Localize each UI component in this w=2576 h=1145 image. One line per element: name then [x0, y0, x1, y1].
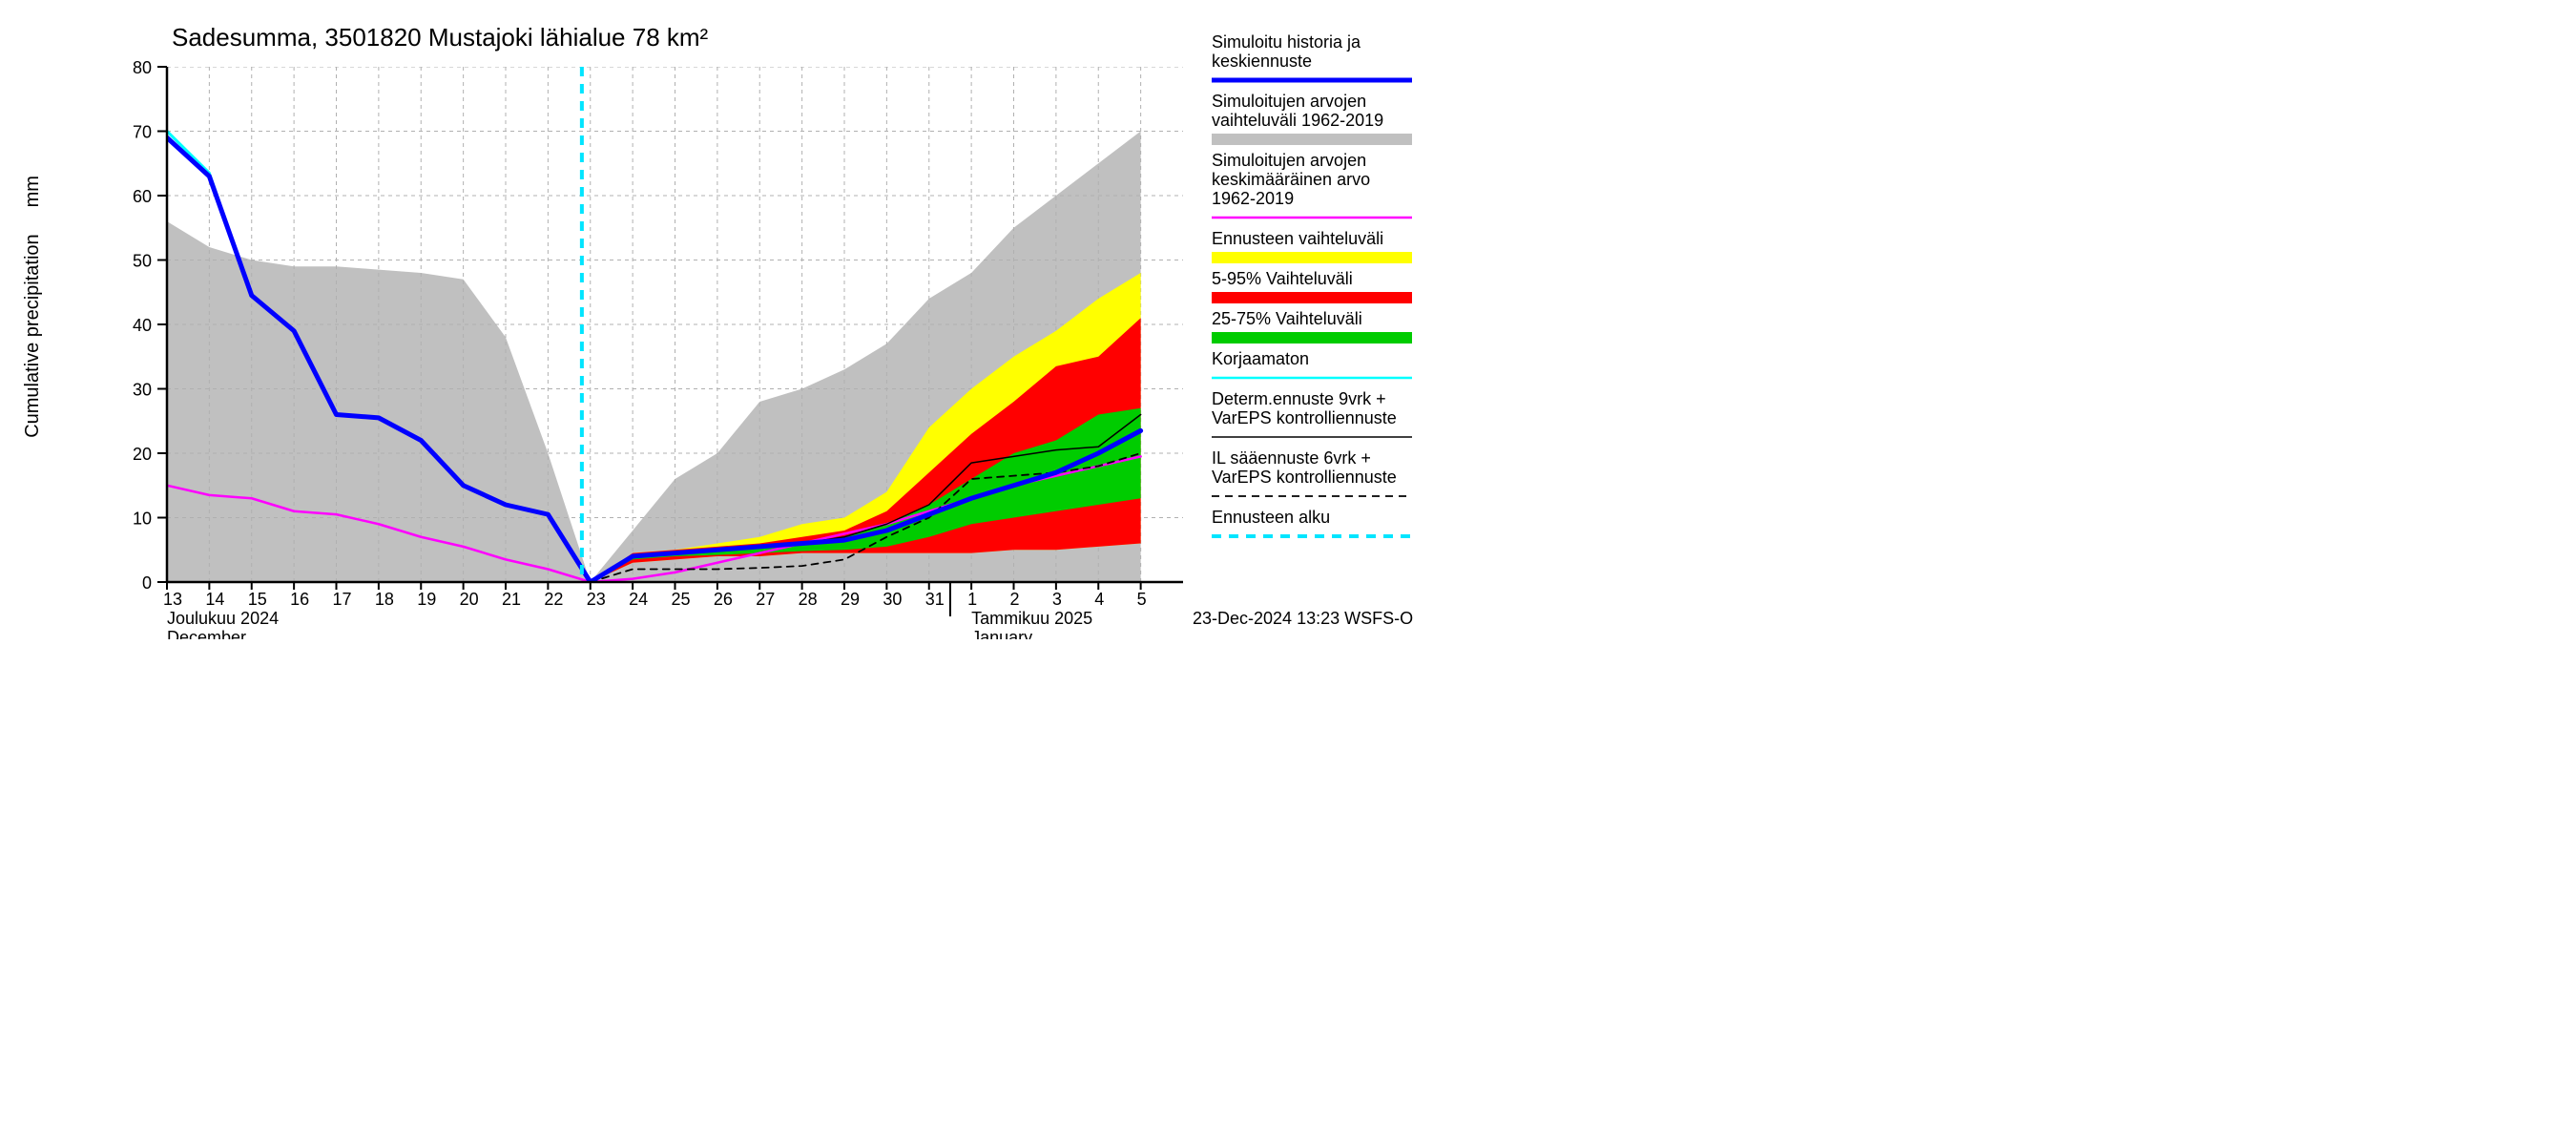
- y-tick-label: 60: [133, 187, 152, 206]
- y-tick-label: 10: [133, 510, 152, 529]
- x-tick-label: 2: [1010, 590, 1020, 609]
- x-tick-label: 13: [163, 590, 182, 609]
- x-tick-label: 26: [714, 590, 733, 609]
- x-tick-label: 31: [925, 590, 945, 609]
- month1-en: December: [167, 628, 246, 639]
- x-tick-label: 15: [248, 590, 267, 609]
- legend-label-cyan: Korjaamaton: [1212, 349, 1309, 368]
- y-tick-label: 30: [133, 381, 152, 400]
- legend-label-black_dashed: IL sääennuste 6vrk +: [1212, 448, 1371, 468]
- legend-label-magenta: 1962-2019: [1212, 189, 1294, 208]
- legend-label-blue: keskiennuste: [1212, 52, 1312, 71]
- x-tick-label: 1: [967, 590, 977, 609]
- x-tick-label: 3: [1052, 590, 1062, 609]
- x-tick-label: 30: [883, 590, 902, 609]
- legend-label-black_solid: VarEPS kontrolliennuste: [1212, 408, 1397, 427]
- x-tick-label: 20: [460, 590, 479, 609]
- x-tick-label: 25: [672, 590, 691, 609]
- x-tick-label: 24: [629, 590, 648, 609]
- x-tick-label: 29: [841, 590, 860, 609]
- legend-label-black_dashed: VarEPS kontrolliennuste: [1212, 468, 1397, 487]
- x-tick-label: 22: [544, 590, 563, 609]
- x-tick-label: 19: [417, 590, 436, 609]
- x-tick-label: 17: [333, 590, 352, 609]
- y-tick-label: 0: [142, 573, 152, 593]
- x-tick-label: 23: [587, 590, 606, 609]
- x-tick-label: 21: [502, 590, 521, 609]
- legend-label-red: 5-95% Vaihteluväli: [1212, 269, 1353, 288]
- x-tick-label: 16: [290, 590, 309, 609]
- x-tick-label: 28: [799, 590, 818, 609]
- legend-label-black_solid: Determ.ennuste 9vrk +: [1212, 389, 1386, 408]
- x-tick-label: 18: [375, 590, 394, 609]
- legend-label-yellow: Ennusteen vaihteluväli: [1212, 229, 1383, 248]
- month1-fi: Joulukuu 2024: [167, 609, 279, 628]
- x-tick-label: 14: [205, 590, 224, 609]
- legend-label-magenta: keskimääräinen arvo: [1212, 170, 1370, 189]
- legend-label-magenta: Simuloitujen arvojen: [1212, 151, 1366, 170]
- x-tick-label: 5: [1137, 590, 1147, 609]
- chart-container: 0102030405060708013141516171819202122232…: [0, 0, 1431, 639]
- legend-label-green: 25-75% Vaihteluväli: [1212, 309, 1362, 328]
- chart-title: Sadesumma, 3501820 Mustajoki lähialue 78…: [172, 23, 709, 52]
- legend-label-gray: vaihteluväli 1962-2019: [1212, 111, 1383, 130]
- y-tick-label: 50: [133, 252, 152, 271]
- y-axis-label: Cumulative precipitationmm: [22, 176, 43, 438]
- y-tick-label: 20: [133, 445, 152, 464]
- month2-fi: Tammikuu 2025: [971, 609, 1092, 628]
- x-tick-label: 4: [1094, 590, 1104, 609]
- y-tick-label: 80: [133, 58, 152, 77]
- legend-label-blue: Simuloitu historia ja: [1212, 32, 1361, 52]
- y-tick-label: 40: [133, 316, 152, 335]
- legend-label-gray: Simuloitujen arvojen: [1212, 92, 1366, 111]
- y-tick-label: 70: [133, 123, 152, 142]
- legend-label-now: Ennusteen alku: [1212, 508, 1330, 527]
- chart-svg: 0102030405060708013141516171819202122232…: [0, 0, 1431, 639]
- x-tick-label: 27: [756, 590, 775, 609]
- footer-timestamp: 23-Dec-2024 13:23 WSFS-O: [1193, 609, 1413, 628]
- month2-en: January: [971, 628, 1032, 639]
